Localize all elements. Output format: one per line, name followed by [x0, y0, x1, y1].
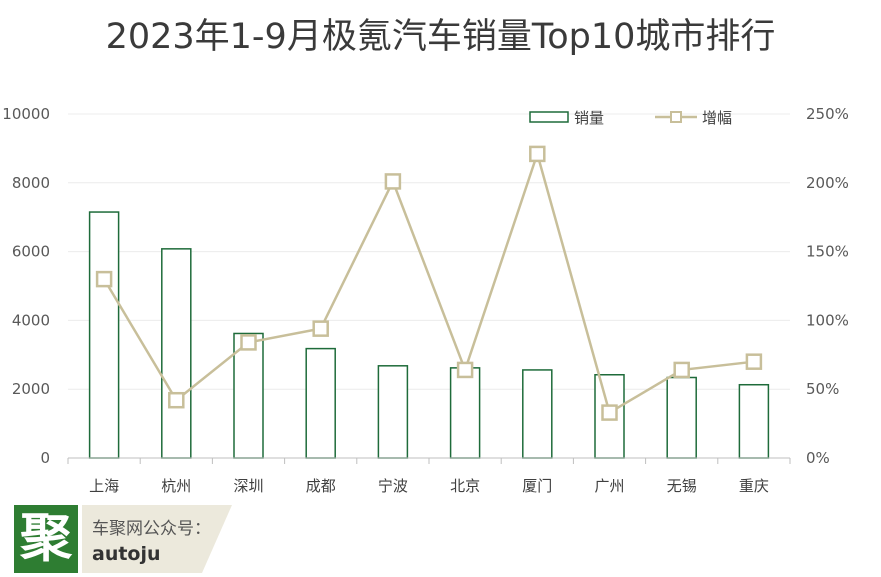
bar [161, 248, 192, 459]
y-left-tick-label: 4000 [12, 311, 50, 329]
growth-point [384, 173, 402, 190]
y-left-tick-label: 10000 [2, 105, 50, 123]
bar [88, 211, 120, 459]
x-category-label: 厦门 [522, 477, 552, 495]
growth-line [103, 149, 755, 415]
legend-line-marker [670, 111, 682, 123]
growth-point [168, 391, 185, 409]
legend-bar-label: 销量 [574, 109, 604, 127]
bar [522, 369, 553, 459]
growth-point [312, 320, 329, 337]
watermark-label: 车聚网公众号： [92, 519, 211, 539]
y-left-tick-label: 6000 [12, 243, 50, 261]
bar [305, 347, 336, 459]
x-category-label: 成都 [306, 477, 336, 495]
growth-point [95, 270, 113, 288]
y-right-tick-label: 250% [806, 105, 849, 123]
x-category-label: 宁波 [378, 477, 408, 495]
x-category-label: 杭州 [161, 477, 191, 495]
growth-point [456, 361, 474, 379]
watermark-banner: 车聚网公众号： autoju [82, 505, 232, 573]
x-category-label: 上海 [89, 477, 119, 495]
legend-line-label: 增幅 [702, 109, 732, 127]
y-right-tick-label: 100% [806, 311, 849, 329]
bar [666, 376, 697, 459]
y-left-tick-label: 0 [40, 449, 50, 467]
x-category-label: 北京 [450, 477, 480, 495]
bar [738, 383, 770, 459]
growth-point [673, 361, 690, 379]
y-right-tick-label: 150% [806, 243, 849, 261]
growth-point [601, 404, 618, 421]
growth-point [240, 334, 257, 351]
x-category-label: 无锡 [667, 477, 697, 495]
x-category-label: 重庆 [739, 477, 769, 495]
chart-title: 2023年1-9月极氪汽车销量Top10城市排行 [105, 17, 776, 57]
logo-glyph: 聚 [19, 509, 72, 569]
bar [377, 365, 409, 459]
x-category-label: 广州 [594, 477, 624, 495]
y-right-tick-label: 0% [806, 449, 830, 467]
watermark-account: autoju [92, 543, 161, 565]
x-category-label: 深圳 [233, 477, 263, 495]
growth-point [529, 145, 546, 163]
bar [449, 367, 481, 459]
y-left-tick-label: 8000 [12, 174, 50, 192]
y-right-tick-label: 50% [806, 380, 839, 398]
y-left-tick-label: 2000 [12, 380, 50, 398]
y-right-tick-label: 200% [806, 174, 849, 192]
growth-point [745, 353, 763, 370]
legend-bar-swatch [529, 111, 569, 123]
bar [233, 332, 264, 459]
autoju-logo: 聚 [14, 505, 78, 573]
